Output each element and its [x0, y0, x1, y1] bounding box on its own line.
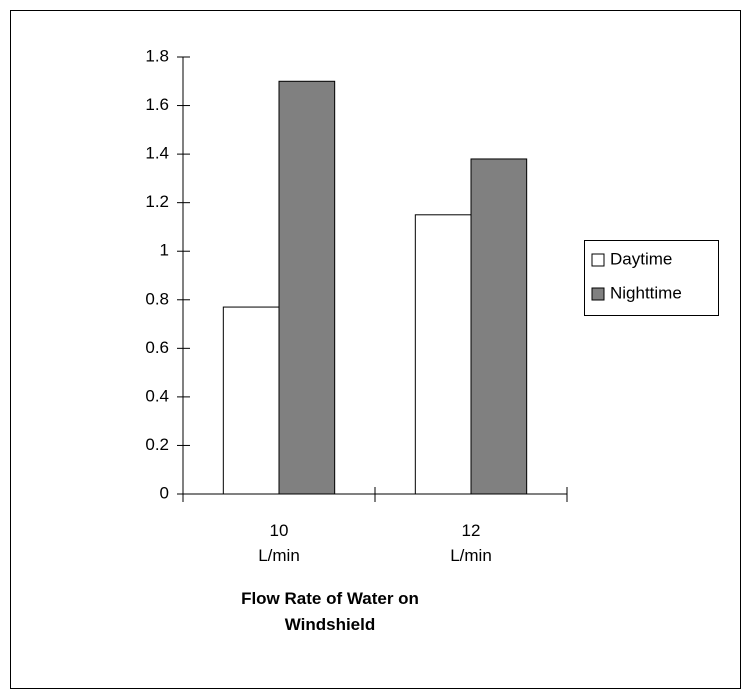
legend-swatch [591, 287, 605, 301]
x-axis-title: Flow Rate of Water on Windshield [241, 589, 419, 634]
y-tick-label: 1.2 [145, 192, 169, 211]
y-tick-label: 0.6 [145, 338, 169, 357]
bar [222, 306, 280, 495]
bar [414, 214, 472, 495]
y-tick-label: 1 [160, 241, 169, 260]
y-tick-label: 0.2 [145, 435, 169, 454]
y-tick-label: 1.6 [145, 95, 169, 114]
x-tick-label: 12 L/min [450, 521, 492, 565]
bar [470, 158, 528, 495]
y-tick-label: 0.4 [145, 386, 169, 405]
y-tick-label: 0 [160, 483, 169, 502]
x-tick-label: 10 L/min [258, 521, 300, 565]
chart-frame [10, 10, 741, 689]
legend-label: Daytime [610, 249, 672, 268]
y-tick-label: 1.4 [145, 144, 169, 163]
legend-swatch [591, 253, 605, 267]
bar [278, 80, 336, 495]
y-tick-label: 0.8 [145, 289, 169, 308]
y-tick-label: 1.8 [145, 46, 169, 65]
legend-label: Nighttime [610, 283, 682, 302]
legend-box [584, 240, 719, 316]
